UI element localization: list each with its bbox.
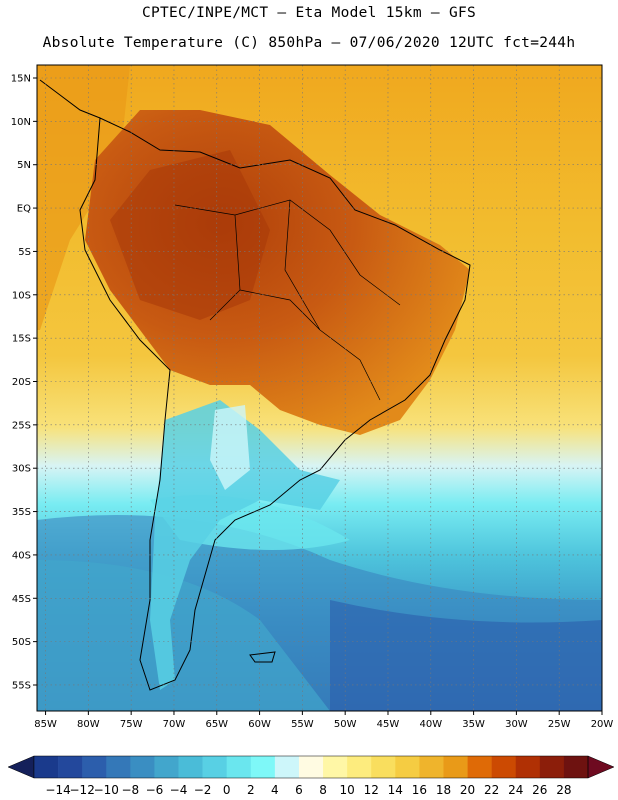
colorbar-swatch [226, 756, 252, 778]
colorbar-label: 6 [295, 783, 303, 797]
lat-tick-label: 10S [12, 290, 31, 301]
colorbar-label: −4 [170, 783, 188, 797]
colorbar-swatch [250, 756, 276, 778]
lat-tick-label: 15N [11, 74, 31, 85]
colorbar-swatch [419, 756, 444, 778]
colorbar-swatch [491, 756, 517, 778]
lat-tick-label: 20S [12, 377, 31, 388]
south-america-coastline [79, 117, 471, 691]
colorbar-swatch [34, 756, 59, 778]
temperature-field [37, 65, 602, 711]
colorbar-swatch [202, 756, 227, 778]
map-frame [36, 64, 603, 712]
colorbar-label: 24 [508, 783, 523, 797]
central-america-coastline [39, 79, 101, 119]
colorbar-label: 0 [223, 783, 231, 797]
colorbar-swatch [106, 756, 131, 778]
lat-tick-label: 55S [12, 680, 31, 691]
lat-tick-label: 40S [12, 550, 31, 561]
colorbar-swatch [154, 756, 179, 778]
colorbar: −14−12−10 −8 −6 −4 −2 0 2 4 6 8 10 12 14 16 18 20 22 24 26… [7, 755, 615, 797]
colorbar-swatch [395, 756, 420, 778]
colorbar-label: 26 [532, 783, 547, 797]
lat-tick-label: 45S [12, 594, 31, 605]
lon-tick-label: 25W [548, 719, 571, 730]
colorbar-swatch [130, 756, 155, 778]
colorbar-left-arrow [7, 755, 35, 779]
colorbar-label: 2 [247, 783, 255, 797]
lat-tick-label: 5S [18, 247, 31, 258]
colorbar-label: 14 [388, 783, 403, 797]
colorbar-label: 4 [271, 783, 279, 797]
lon-tick-label: 75W [120, 719, 143, 730]
longitude-axis: 85W 80W 75W 70W 65W 60W 55W 50W 45W 40W 35W 30W 25W 2… [34, 711, 613, 730]
lon-tick-label: 70W [163, 719, 186, 730]
southern-cone-cool-region [150, 400, 340, 690]
lon-tick-label: 80W [77, 719, 100, 730]
lon-tick-label: 40W [419, 719, 442, 730]
lon-tick-label: 55W [291, 719, 314, 730]
colorbar-label: 28 [556, 783, 571, 797]
colorbar-swatch [274, 756, 300, 778]
lon-tick-label: 85W [34, 719, 57, 730]
chart-title-line1: CPTEC/INPE/MCT – Eta Model 15km – GFS [141, 5, 477, 21]
lon-tick-label: 45W [377, 719, 400, 730]
colorbar-label: −14 [45, 783, 70, 797]
lon-tick-label: 30W [505, 719, 528, 730]
falkland-islands [249, 651, 276, 663]
colorbar-label: 20 [460, 783, 475, 797]
lon-tick-label: 35W [462, 719, 485, 730]
chart-title-line2: Absolute Temperature (C) 850hPa – 07/06/… [42, 35, 576, 51]
colorbar-swatch [58, 756, 83, 778]
colorbar-label: 10 [339, 783, 354, 797]
colorbar-swatch [82, 756, 107, 778]
colorbar-label: 18 [436, 783, 451, 797]
lon-tick-label: 60W [248, 719, 271, 730]
colorbar-swatch [443, 756, 468, 778]
latitude-axis: 15N 10N 5N EQ 5S 10S 15S 20S 25S 30S 35S 40S 45S 50S 5… [11, 74, 37, 691]
lat-tick-label: 25S [12, 420, 31, 431]
lat-tick-label: 30S [12, 464, 31, 475]
colorbar-label: −6 [146, 783, 164, 797]
lon-tick-label: 65W [205, 719, 228, 730]
colorbar-swatch [371, 756, 396, 778]
colorbar-label: −12 [70, 783, 95, 797]
country-borders [174, 199, 401, 401]
colorbar-swatch [563, 756, 589, 778]
lat-tick-label: 15S [12, 334, 31, 345]
colorbar-right-arrow [587, 755, 615, 779]
colorbar-swatch [178, 756, 203, 778]
colorbar-label: 8 [319, 783, 327, 797]
colorbar-label: −8 [121, 783, 139, 797]
colorbar-swatch [298, 756, 324, 778]
lat-tick-label: 35S [12, 507, 31, 518]
lat-tick-label: 50S [12, 637, 31, 648]
colorbar-swatch [323, 756, 348, 778]
colorbar-swatch [347, 756, 372, 778]
colorbar-label: 16 [412, 783, 427, 797]
lat-tick-label: 10N [11, 117, 31, 128]
colorbar-label: 12 [364, 783, 379, 797]
colorbar-label: −10 [94, 783, 119, 797]
colorbar-label: −2 [194, 783, 212, 797]
colorbar-swatch [515, 756, 541, 778]
lat-tick-label: EQ [17, 204, 31, 215]
colorbar-swatch [467, 756, 492, 778]
lon-tick-label: 20W [591, 719, 614, 730]
colorbar-frame [33, 755, 589, 779]
lon-tick-label: 50W [334, 719, 357, 730]
lat-tick-label: 5N [17, 160, 31, 171]
colorbar-label: 22 [484, 783, 499, 797]
colorbar-swatch [539, 756, 565, 778]
